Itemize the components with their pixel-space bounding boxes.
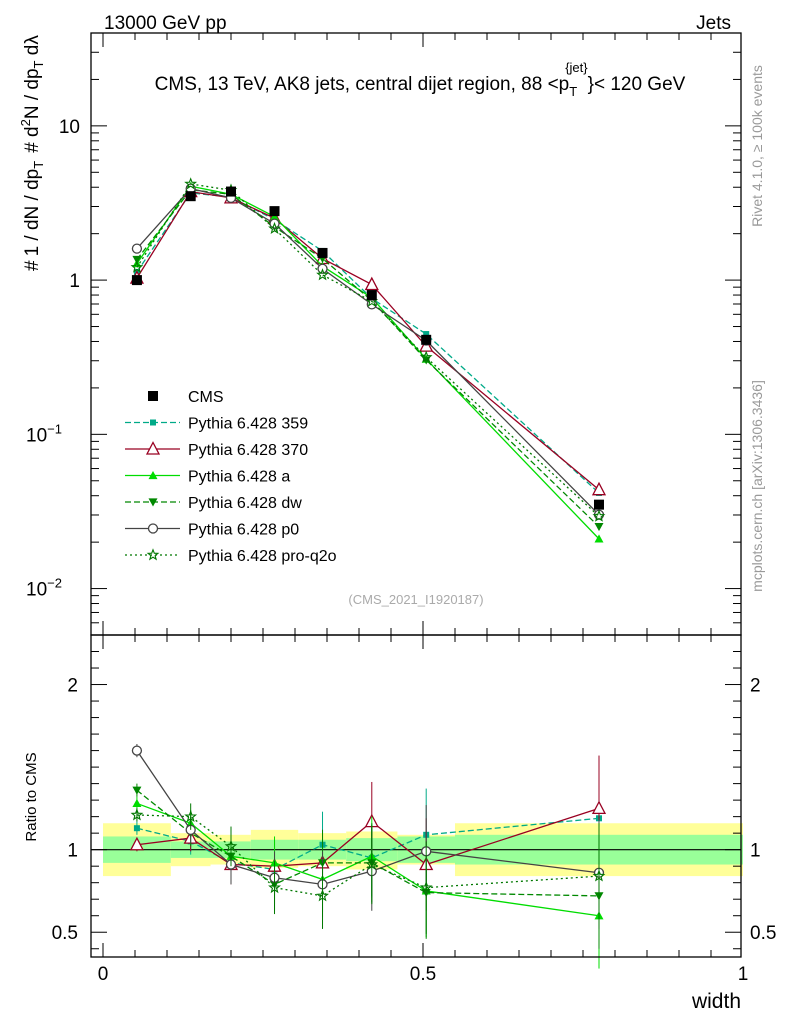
- cms-data-point: [185, 191, 196, 202]
- ratio-point: [132, 786, 142, 795]
- legend-marker: [148, 471, 158, 480]
- cms-data-point: [366, 290, 377, 301]
- legend-label: Pythia 6.428 dw: [188, 495, 302, 512]
- series-line: [136, 183, 600, 517]
- ratio-point: [592, 869, 606, 882]
- series-point: [592, 509, 606, 522]
- y-tick-label: 10: [59, 117, 80, 138]
- ratio-y-tick-label: 1: [67, 841, 78, 862]
- ratio-point: [129, 836, 144, 851]
- series-line: [136, 190, 600, 491]
- x-tick-label: 1: [738, 964, 749, 985]
- series-point: [132, 255, 142, 264]
- y-tick-label: 1: [69, 271, 80, 292]
- series-point: [130, 260, 144, 273]
- legend-label: Pythia 6.428 pro-q2o: [188, 548, 337, 565]
- legend-marker: [145, 441, 161, 455]
- ratio-y-tick-label: 2: [67, 676, 78, 697]
- ratio-point: [184, 809, 198, 823]
- ratio-panel-series: [129, 743, 607, 969]
- legend-marker: [150, 419, 156, 426]
- ratio-point: [132, 798, 142, 808]
- legend-label: CMS: [188, 389, 224, 406]
- ratio-y-tick-label-right: 2: [750, 676, 761, 697]
- cms-data-point: [593, 499, 604, 510]
- legend: CMS Pythia 6.428 359 Pythia 6.428 370 Pythi…: [125, 389, 337, 565]
- header-right: Jets: [696, 13, 731, 34]
- series-point: [423, 331, 430, 338]
- series-point: [184, 177, 198, 190]
- rivet-version-label: Rivet 4.1.0, ≥ 100k events: [749, 65, 765, 227]
- svg-text:#1 / dN / dpT# d2N / dpT dλ: #1 / dN / dpT# d2N / dpT dλ: [18, 35, 46, 271]
- ratio-line: [136, 817, 600, 871]
- legend-marker: [148, 498, 158, 507]
- main-panel-cms-data: [131, 186, 604, 510]
- y-axis-label-ratio: Ratio to CMS: [23, 752, 40, 841]
- chart-title: CMS, 13 TeV, AK8 jets, central dijet reg…: [155, 60, 686, 99]
- main-panel-series: [129, 177, 607, 543]
- series-point: [419, 350, 433, 363]
- legend-marker: [146, 548, 160, 561]
- cms-data-point: [269, 206, 280, 217]
- header-left: 13000 GeV pp: [104, 13, 227, 34]
- ratio-point: [268, 880, 282, 894]
- legend-label: Pythia 6.428 p0: [188, 522, 299, 539]
- legend-label: Pythia 6.428 359: [188, 416, 308, 433]
- ratio-y-tick-label-right: 0.5: [750, 923, 776, 944]
- x-axis-label: width: [691, 990, 741, 1013]
- legend-label: Pythia 6.428 a: [188, 469, 290, 486]
- series-point: [268, 221, 282, 235]
- series-point: [364, 276, 379, 291]
- legend-marker: [148, 391, 158, 401]
- ratio-point: [365, 857, 379, 870]
- series-point: [270, 212, 280, 221]
- series-point: [591, 481, 607, 496]
- ratio-line: [136, 750, 600, 886]
- ratio-point: [316, 889, 329, 902]
- y-tick-label: 10−2: [26, 576, 62, 601]
- cms-data-point: [225, 186, 236, 197]
- series-line: [136, 185, 600, 540]
- ratio-line: [136, 814, 600, 897]
- legend-marker: [147, 523, 159, 534]
- x-tick-label: 0: [98, 964, 109, 985]
- series-line: [136, 192, 600, 494]
- series-line: [136, 187, 600, 516]
- ratio-line: [136, 789, 600, 897]
- ratio-point: [133, 825, 140, 832]
- y-tick-label: 10−1: [26, 421, 62, 446]
- series-point: [131, 243, 143, 254]
- ratio-point: [419, 880, 433, 894]
- ratio-panel-frame: [90, 634, 742, 958]
- series-point: [594, 523, 604, 532]
- ratio-point: [130, 808, 144, 821]
- ratio-y-tick-label-right: 1: [750, 841, 761, 862]
- series-point: [316, 268, 330, 281]
- ratio-point: [224, 839, 238, 852]
- x-tick-label: 0.5: [410, 964, 436, 985]
- cms-data-point: [131, 275, 142, 286]
- legend-label: Pythia 6.428 370: [188, 442, 308, 459]
- ratio-line: [136, 802, 600, 917]
- ratio-y-tick-label: 0.5: [52, 923, 78, 944]
- series-point: [594, 534, 604, 543]
- watermark: (CMS_2021_I1920187): [348, 592, 483, 607]
- ratio-point: [131, 745, 143, 756]
- y-axis-label-main: #1 / dN / dpT# d2N / dpT dλ: [18, 35, 46, 271]
- ratio-point: [591, 800, 607, 815]
- mcplots-label: mcplots.cern.ch [arXiv:1306.3436]: [749, 380, 765, 592]
- ratio-line: [136, 807, 600, 867]
- cms-data-point: [317, 247, 328, 258]
- cms-data-point: [421, 334, 432, 345]
